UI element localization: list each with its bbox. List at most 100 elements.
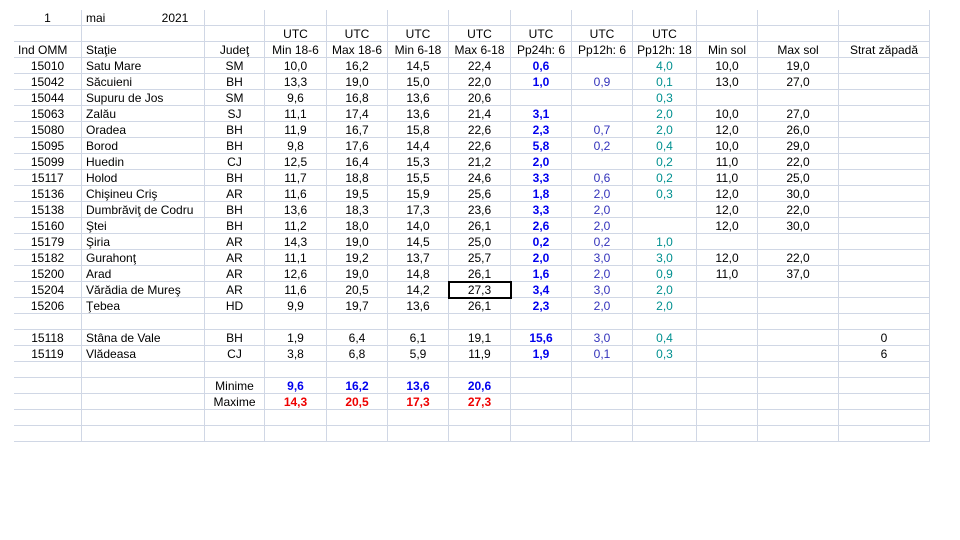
data-cell[interactable]: 0,4 <box>633 138 697 154</box>
data-cell[interactable]: 0 <box>839 330 930 346</box>
data-cell[interactable] <box>839 138 930 154</box>
summary-value[interactable]: 27,3 <box>449 394 511 410</box>
data-cell[interactable]: 11,0 <box>697 170 758 186</box>
data-cell[interactable]: 0,9 <box>633 266 697 282</box>
data-cell[interactable] <box>839 218 930 234</box>
data-cell[interactable]: 14,4 <box>388 138 449 154</box>
data-cell[interactable] <box>839 282 930 298</box>
data-cell[interactable] <box>572 90 633 106</box>
data-cell[interactable] <box>839 234 930 250</box>
data-cell[interactable]: 5,9 <box>388 346 449 362</box>
data-cell[interactable]: 26,1 <box>449 218 511 234</box>
data-cell[interactable]: 0,2 <box>572 138 633 154</box>
data-cell[interactable]: 22,6 <box>449 122 511 138</box>
data-cell[interactable]: 13,3 <box>265 74 327 90</box>
data-cell[interactable]: AR <box>205 186 265 202</box>
data-cell[interactable]: 15138 <box>14 202 82 218</box>
data-cell[interactable]: 3,4 <box>511 282 572 298</box>
data-cell[interactable] <box>839 186 930 202</box>
data-cell[interactable]: 12,0 <box>697 186 758 202</box>
data-cell[interactable]: 11,0 <box>697 266 758 282</box>
data-cell[interactable]: BH <box>205 202 265 218</box>
data-cell[interactable] <box>758 234 839 250</box>
data-cell[interactable]: 25,6 <box>449 186 511 202</box>
data-cell[interactable]: Zalău <box>82 106 205 122</box>
summary-value[interactable]: 14,3 <box>265 394 327 410</box>
data-cell[interactable]: CJ <box>205 346 265 362</box>
data-cell[interactable]: 10,0 <box>697 58 758 74</box>
data-cell[interactable]: 3,3 <box>511 170 572 186</box>
data-cell[interactable]: 15,8 <box>388 122 449 138</box>
summary-value[interactable]: 20,6 <box>449 378 511 394</box>
data-cell[interactable]: AR <box>205 250 265 266</box>
data-cell[interactable]: 1,9 <box>265 330 327 346</box>
data-cell[interactable]: AR <box>205 266 265 282</box>
data-cell[interactable]: 19,1 <box>449 330 511 346</box>
data-cell[interactable]: 25,0 <box>758 170 839 186</box>
data-cell[interactable]: 11,9 <box>449 346 511 362</box>
data-cell[interactable]: Arad <box>82 266 205 282</box>
data-cell[interactable]: 15,9 <box>388 186 449 202</box>
summary-value[interactable]: 20,5 <box>327 394 388 410</box>
data-cell[interactable] <box>572 106 633 122</box>
data-cell[interactable]: 26,1 <box>449 266 511 282</box>
column-header[interactable]: Pp12h: 18 <box>633 42 697 58</box>
data-cell[interactable]: 15206 <box>14 298 82 314</box>
data-cell[interactable]: AR <box>205 234 265 250</box>
data-cell[interactable]: SM <box>205 90 265 106</box>
data-cell[interactable]: 16,4 <box>327 154 388 170</box>
data-cell[interactable]: SM <box>205 58 265 74</box>
data-cell[interactable]: 30,0 <box>758 186 839 202</box>
data-cell[interactable]: Gurahonţ <box>82 250 205 266</box>
data-cell[interactable]: Huedin <box>82 154 205 170</box>
data-cell[interactable]: 15044 <box>14 90 82 106</box>
column-header[interactable]: Max sol <box>758 42 839 58</box>
data-cell[interactable]: 19,2 <box>327 250 388 266</box>
data-cell[interactable]: 22,0 <box>758 250 839 266</box>
data-cell[interactable]: 11,2 <box>265 218 327 234</box>
data-cell[interactable]: 0,3 <box>633 90 697 106</box>
column-header[interactable]: Min 18-6 <box>265 42 327 58</box>
data-cell[interactable] <box>839 266 930 282</box>
data-cell[interactable]: 6 <box>839 346 930 362</box>
column-header[interactable]: Judeţ <box>205 42 265 58</box>
data-cell[interactable]: Ştei <box>82 218 205 234</box>
data-cell[interactable]: 37,0 <box>758 266 839 282</box>
data-cell[interactable]: 10,0 <box>697 138 758 154</box>
data-cell[interactable]: Satu Mare <box>82 58 205 74</box>
data-cell[interactable]: Şiria <box>82 234 205 250</box>
data-cell[interactable]: 3,0 <box>633 250 697 266</box>
data-cell[interactable]: 30,0 <box>758 218 839 234</box>
data-cell[interactable]: 24,6 <box>449 170 511 186</box>
data-cell[interactable]: 2,0 <box>633 298 697 314</box>
utc-label[interactable]: UTC <box>511 26 572 42</box>
data-cell[interactable]: 3,1 <box>511 106 572 122</box>
data-cell[interactable]: Dumbrăviţ de Codru <box>82 202 205 218</box>
data-cell[interactable]: 15160 <box>14 218 82 234</box>
utc-label[interactable]: UTC <box>265 26 327 42</box>
data-cell[interactable] <box>758 90 839 106</box>
data-cell[interactable]: 0,6 <box>572 170 633 186</box>
data-cell[interactable] <box>839 170 930 186</box>
data-cell[interactable]: 2,0 <box>511 250 572 266</box>
data-cell[interactable] <box>839 122 930 138</box>
data-cell[interactable]: 2,3 <box>511 122 572 138</box>
data-cell[interactable]: 1,0 <box>511 74 572 90</box>
data-cell[interactable]: 13,7 <box>388 250 449 266</box>
data-cell[interactable]: 15,0 <box>388 74 449 90</box>
data-cell[interactable] <box>572 58 633 74</box>
data-cell[interactable]: 14,3 <box>265 234 327 250</box>
column-header[interactable]: Pp12h: 6 <box>572 42 633 58</box>
data-cell[interactable]: 0,2 <box>633 170 697 186</box>
summary-value[interactable]: 13,6 <box>388 378 449 394</box>
data-cell[interactable]: 15063 <box>14 106 82 122</box>
column-header[interactable]: Max 18-6 <box>327 42 388 58</box>
data-cell[interactable]: 0,2 <box>572 234 633 250</box>
data-cell[interactable]: 2,0 <box>572 202 633 218</box>
utc-label[interactable]: UTC <box>572 26 633 42</box>
data-cell[interactable]: 0,7 <box>572 122 633 138</box>
data-cell[interactable]: 6,8 <box>327 346 388 362</box>
data-cell[interactable]: Oradea <box>82 122 205 138</box>
data-cell[interactable]: 12,0 <box>697 250 758 266</box>
data-cell[interactable]: 17,4 <box>327 106 388 122</box>
